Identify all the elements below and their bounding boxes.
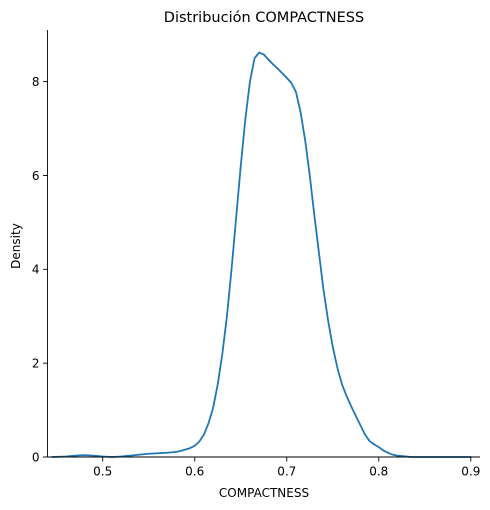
x-tick-label: 0.8 [369, 465, 388, 479]
chart-title: Distribución COMPACTNESS [164, 10, 364, 26]
x-tick-label: 0.9 [461, 465, 480, 479]
y-tick-label: 8 [32, 75, 40, 89]
x-tick-label: 0.7 [277, 465, 296, 479]
y-tick-label: 0 [32, 450, 40, 464]
x-axis-ticks: 0.5 0.6 0.7 0.8 0.9 [93, 457, 480, 479]
density-curve [51, 51, 472, 458]
y-tick-label: 2 [32, 356, 40, 370]
x-axis-title: COMPACTNESS [219, 486, 309, 500]
x-tick-label: 0.6 [185, 465, 204, 479]
plot-area [51, 51, 472, 458]
y-axis-title: Density [9, 223, 23, 269]
y-tick-label: 4 [32, 263, 40, 277]
y-tick-label: 6 [32, 169, 40, 183]
y-axis-ticks: 0 2 4 6 8 [32, 75, 48, 464]
x-tick-label: 0.5 [93, 465, 112, 479]
